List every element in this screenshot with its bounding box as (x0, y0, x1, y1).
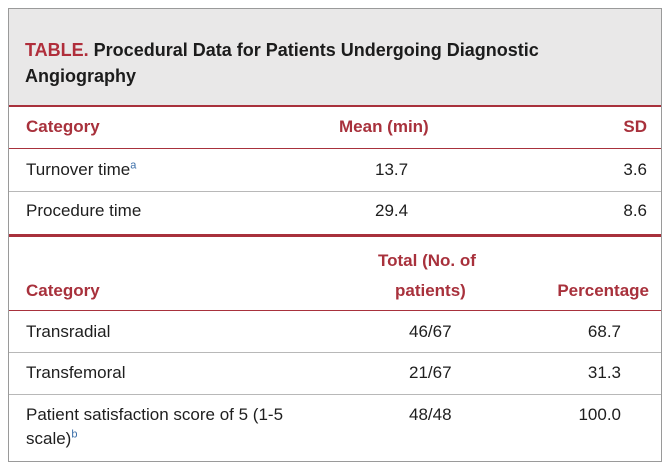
table-title-lead: TABLE. (25, 40, 89, 60)
table-title: TABLE. Procedural Data for Patients Unde… (25, 37, 635, 89)
row-satisfaction-category-line2: scale)b (26, 429, 77, 449)
table-title-text: Procedural Data for Patients Undergoing … (25, 40, 539, 86)
section2-header-percentage: Percentage (557, 281, 649, 300)
row-satisfaction-total: 48/48 (409, 405, 452, 424)
row-transradial-percentage: 68.7 (587, 322, 621, 341)
section2-header-total-line2: patients) (395, 281, 466, 300)
table-title-band: TABLE. Procedural Data for Patients Unde… (9, 9, 661, 107)
row-divider (9, 191, 661, 192)
footnote-a-marker: a (130, 159, 137, 172)
row-turnover-label: Turnover time (26, 160, 131, 179)
section1-header-mean: Mean (min) (339, 117, 429, 136)
row-turnover-sd: 3.6 (623, 160, 647, 179)
row-procedure-category: Procedure time (26, 201, 142, 220)
section2-header-divider (9, 310, 661, 311)
row-transradial-total: 46/67 (409, 322, 452, 341)
section2-header-total-line1: Total (No. of (378, 251, 476, 270)
row-divider (9, 394, 661, 395)
row-satisfaction-percentage: 100.0 (578, 405, 621, 424)
section1-header-divider (9, 148, 661, 149)
row-procedure-sd: 8.6 (623, 201, 647, 220)
section1-header-sd: SD (623, 117, 647, 136)
row-satisfaction-category-line1: Patient satisfaction score of 5 (1-5 (26, 405, 284, 424)
row-transradial-category: Transradial (26, 322, 111, 341)
section-divider (9, 234, 661, 237)
row-satisfaction-label-end: scale) (26, 429, 72, 448)
row-turnover-category: Turnover timea (26, 160, 136, 180)
row-transfemoral-category: Transfemoral (26, 363, 126, 382)
row-procedure-mean: 29.4 (375, 201, 409, 220)
row-turnover-mean: 13.7 (375, 160, 409, 179)
section2-header-category: Category (26, 281, 100, 300)
section1-header-category: Category (26, 117, 100, 136)
row-transfemoral-percentage: 31.3 (587, 363, 621, 382)
row-divider (9, 352, 661, 353)
row-transfemoral-total: 21/67 (409, 363, 452, 382)
data-table: TABLE. Procedural Data for Patients Unde… (8, 8, 662, 462)
footnote-b-marker: b (71, 428, 78, 441)
